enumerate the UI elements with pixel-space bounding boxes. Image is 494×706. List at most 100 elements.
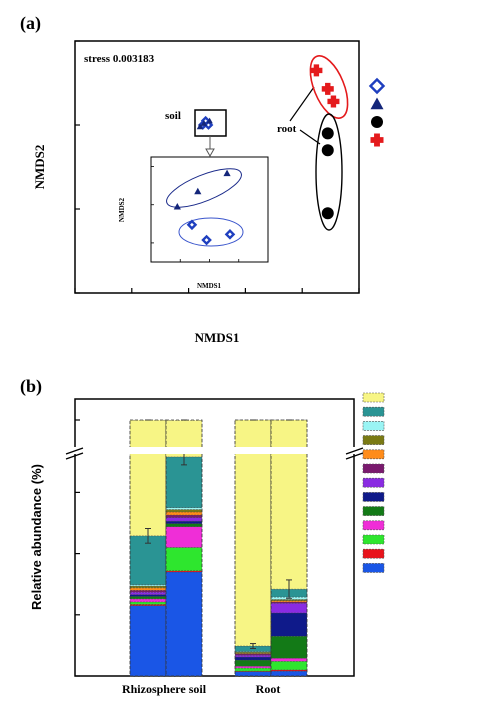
inset-x-axis-label: NMDS1 (197, 282, 222, 290)
bar-segment-desulfovibrio (165, 517, 203, 522)
bar-segment-pseudomonas (234, 667, 272, 672)
legend-swatch-anaeromyxobacter (362, 449, 385, 460)
rmip-cluster-ellipse (309, 55, 349, 119)
inset-point-rsck (201, 234, 212, 246)
point-rmip (327, 95, 340, 108)
legend-swatch-others (362, 392, 385, 403)
inset-ticks (150, 166, 269, 262)
bar-segment-anaeromyxobacter (165, 511, 203, 516)
bar-segment-bacillus (165, 456, 203, 508)
bar-segment-thermomonas (129, 605, 167, 677)
bar-segment-desulfovibrio (129, 591, 167, 595)
point-rsip (196, 123, 204, 130)
bar-segment-bacillus (129, 535, 167, 586)
nmds-x-axis-label: NMDS1 (195, 330, 240, 345)
bar-segment-dechloromonas (234, 659, 272, 667)
bar-y-axis-ticks (75, 419, 80, 677)
bar-segment-thiobacillus (234, 666, 272, 669)
bar-segment-clostridium (270, 612, 308, 637)
inset-point-rsck (224, 229, 236, 240)
nmds-x-axis-ticks (74, 288, 360, 293)
legend-swatch-rhodobacter (362, 548, 385, 559)
rmck-cluster-ellipse (315, 113, 343, 231)
legend-marker-rmck (371, 116, 383, 128)
axis-break-mark-left (65, 447, 84, 460)
legend-swatch-thermomonas (362, 563, 385, 573)
group-label-rhizosphere-soil: Rhizosphere soil (122, 682, 207, 696)
bar-segment-dechloromonas (165, 523, 203, 527)
legend-marker-rmip (370, 133, 384, 147)
stress-annotation: stress 0.003183 (84, 53, 155, 65)
legend-swatch-desulfotomaculum (362, 435, 385, 445)
nmds-y-axis-ticks (75, 40, 80, 294)
group-label-root: Root (256, 682, 281, 696)
nmds-y-axis-label: NMDS2 (32, 145, 47, 190)
legend-swatch-desulfovibrio (362, 477, 385, 488)
bar-segment-thiobacillus (165, 526, 203, 548)
axis-break-mark-right (345, 447, 364, 460)
point-rmip (321, 82, 334, 95)
bar-segment-clostridium (234, 656, 272, 661)
legend-swatch-alkaliphilus (362, 463, 385, 474)
point-rsck (203, 120, 214, 130)
legend-swatch-pseudomonas (362, 534, 385, 545)
legend-swatch-bacillus (362, 406, 385, 417)
bar-segment-pseudomonas (270, 661, 308, 671)
root-connector-lower (299, 129, 321, 145)
bar-segment-thiobacillus (270, 658, 308, 662)
inset-plot: NMDS1 NMDS2 (118, 156, 269, 290)
bar-segment-thermomonas (270, 670, 308, 677)
legend-swatch-clostridium (362, 492, 385, 502)
bar-segment-desulfotomaculum (165, 509, 203, 513)
nmds-points (196, 64, 340, 220)
point-rmck (321, 144, 334, 157)
bar-segment-desulfovibrio (234, 654, 272, 658)
bar-segment-pseudomonas (165, 547, 203, 571)
inset-point-rsip (173, 203, 181, 210)
legend-swatch-dechloromonas (362, 506, 385, 516)
inset-rsck-ellipse (178, 217, 244, 247)
bar-segment-desulfovibrio (270, 602, 308, 614)
soil-group-label: soil (165, 110, 181, 122)
bar-segment-dechloromonas (129, 596, 167, 600)
bar-segment-dechloromonas (270, 636, 308, 659)
bar-segment-thiobacillus (129, 598, 167, 603)
inset-points (173, 169, 236, 246)
nmds-plot-frame (74, 40, 360, 294)
soil-inset-arrowhead (205, 148, 215, 158)
bar-segment-others (270, 419, 308, 590)
legend-swatch-thiobacillus (362, 520, 385, 531)
bar-segment-others (129, 419, 167, 537)
bar-segment-alkaliphilus (129, 590, 167, 593)
inset-point-rsip (194, 187, 202, 195)
inset-rsip-ellipse (166, 168, 242, 208)
bar-segment-thermomonas (165, 571, 203, 677)
bar-y-axis-label: Relative abundance (%) (29, 464, 44, 610)
point-rsip (206, 117, 213, 124)
point-rsip (200, 120, 208, 126)
root-group-label: root (277, 123, 297, 135)
bar-segment-clostridium (165, 520, 203, 524)
legend-marker-rsck (368, 77, 386, 95)
bar-segment-clostridium (129, 594, 167, 597)
inset-frame (150, 156, 269, 263)
inset-point-rsck (186, 219, 198, 231)
legend-swatch-alicyclobacillus (362, 421, 385, 431)
bar-segment-pseudomonas (129, 601, 167, 605)
panel-b-label: (b) (20, 376, 42, 397)
axis-break-band (70, 447, 359, 454)
inset-point-rsip (223, 169, 231, 177)
bar-segment-anaeromyxobacter (129, 587, 167, 591)
bar-plot-frame (74, 398, 355, 677)
legend-marker-rsip (370, 97, 384, 110)
stacked-bars (129, 419, 308, 677)
bar-segment-thermomonas (234, 671, 272, 677)
point-rmck (321, 127, 334, 140)
point-rmck (321, 207, 334, 220)
point-rmip (310, 64, 323, 77)
inset-y-axis-label: NMDS2 (118, 197, 126, 222)
bar-segment-desulfotomaculum (129, 585, 167, 589)
root-connector-upper (289, 86, 315, 122)
nmds-legend (368, 77, 386, 147)
